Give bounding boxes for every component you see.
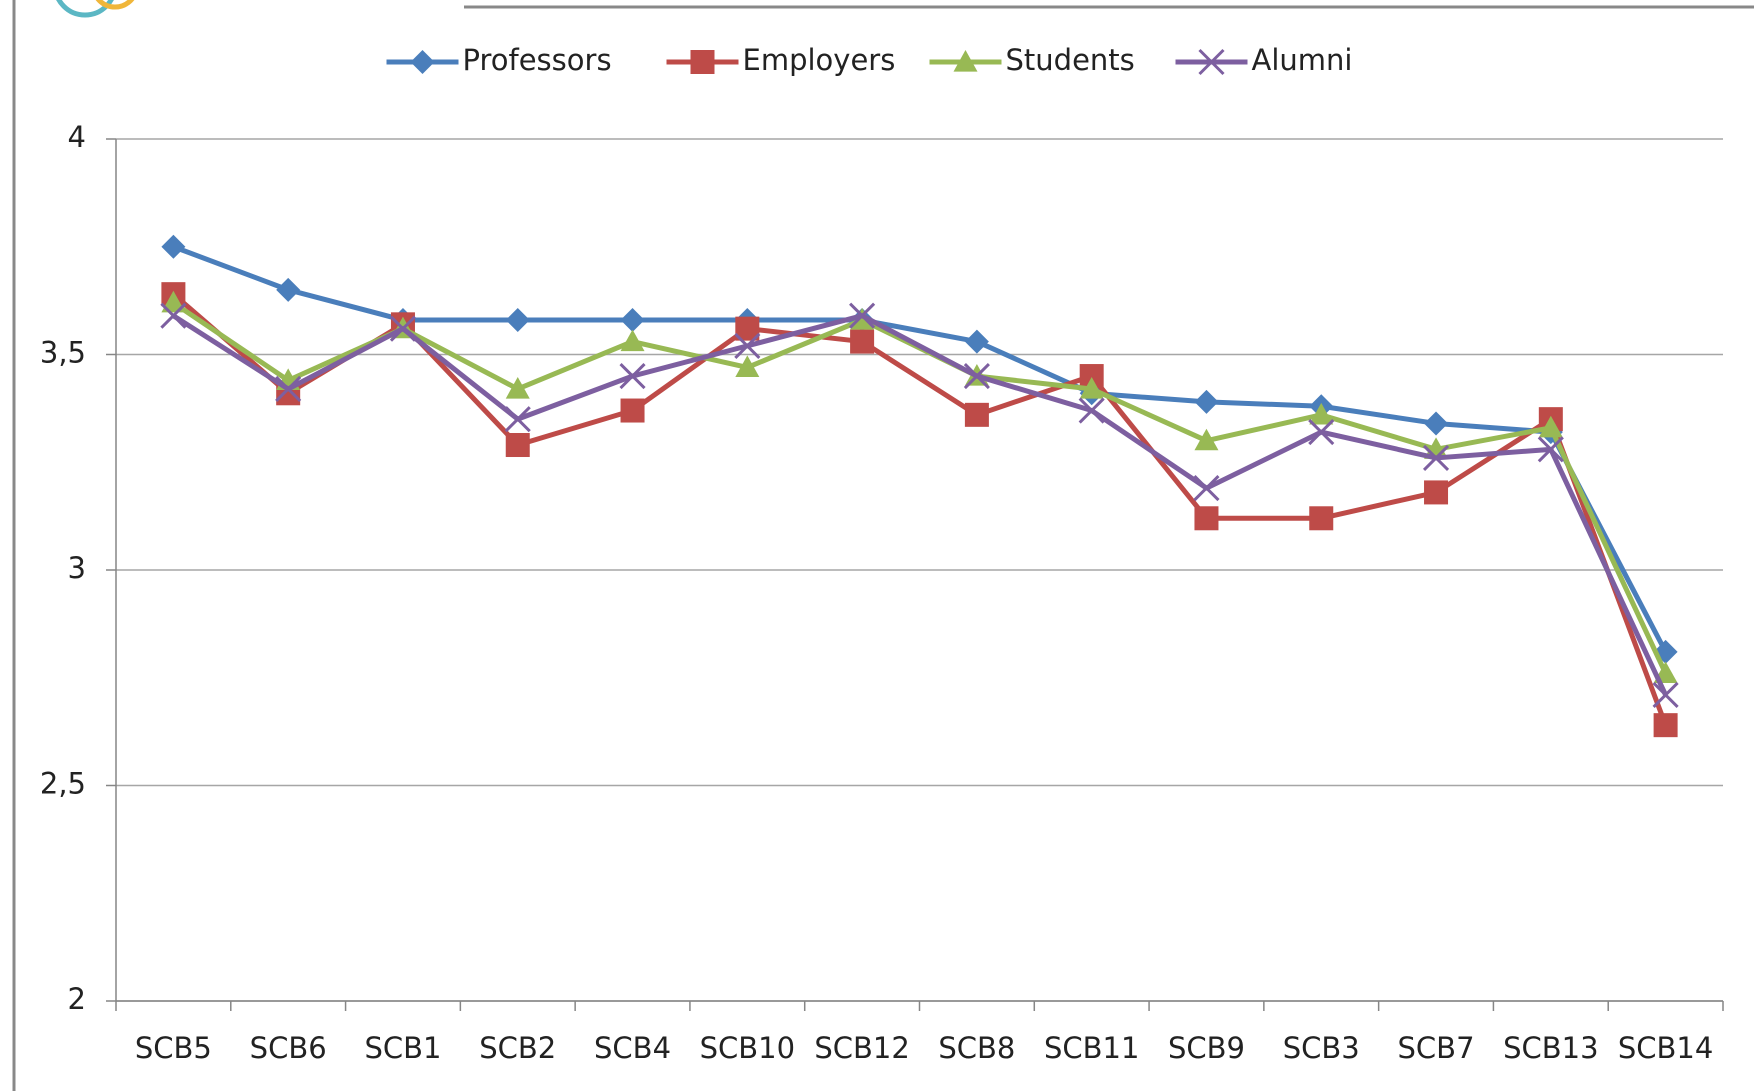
series-line [172,313,1668,697]
marker [504,406,531,433]
marker [964,402,989,427]
legend-label: Students [1006,43,1135,77]
marker [505,308,530,333]
marker [620,398,645,423]
y-tick-label: 3,5 [40,336,86,370]
marker [735,355,760,378]
marker [1198,48,1225,76]
legend-label: Professors [463,43,612,77]
marker [620,329,645,352]
marker [1537,436,1564,463]
marker [619,362,646,390]
marker [1308,419,1335,446]
x-tick-label: SCB3 [1283,1031,1360,1065]
marker [1194,428,1219,451]
y-tick-label: 2,5 [40,767,86,801]
marker [850,308,875,330]
marker [964,329,989,354]
marker [850,329,875,354]
x-tick-label: SCB8 [938,1031,1015,1065]
marker [849,302,876,329]
marker [953,50,978,72]
marker [1424,411,1449,436]
x-tick-label: SCB10 [700,1031,795,1065]
marker [963,362,990,390]
marker [690,50,715,74]
x-tick-label: SCB9 [1168,1031,1245,1065]
x-tick-label: SCB6 [250,1031,327,1065]
marker [1193,475,1220,502]
x-tick-label: SCB11 [1044,1031,1139,1065]
y-tick-label: 4 [68,120,86,154]
x-tick-label: SCB13 [1503,1031,1598,1065]
marker [1309,402,1334,425]
marker [1653,713,1678,738]
marker [1078,397,1105,424]
marker [1079,376,1104,399]
x-tick-label: SCB14 [1618,1031,1713,1065]
marker [1194,506,1219,531]
x-tick-label: SCB7 [1398,1031,1475,1065]
marker [505,433,530,458]
x-tick-label: SCB2 [479,1031,556,1065]
y-tick-label: 3 [68,551,86,585]
marker [1538,415,1563,438]
x-tick-label: SCB12 [814,1031,909,1065]
marker [1194,389,1219,414]
marker [161,290,186,313]
marker [620,308,645,333]
y-tick-label: 2 [68,982,86,1016]
legend-label: Alumni [1252,43,1353,77]
x-tick-label: SCB4 [594,1031,671,1065]
series-line [171,292,1668,727]
marker [734,332,761,359]
marker [389,315,417,342]
marker [161,234,186,259]
logo [95,0,135,10]
marker [160,302,187,329]
marker [1424,480,1449,505]
logo [56,0,114,18]
series-line [172,244,1668,654]
marker [410,50,435,74]
marker [1652,681,1679,709]
x-tick-label: SCB1 [364,1031,441,1065]
marker [1309,506,1334,531]
marker [505,376,530,399]
x-tick-label: SCB5 [135,1031,212,1065]
legend-label: Employers [743,43,896,77]
marker [1422,444,1450,472]
marker [276,277,301,302]
marker [275,375,302,403]
